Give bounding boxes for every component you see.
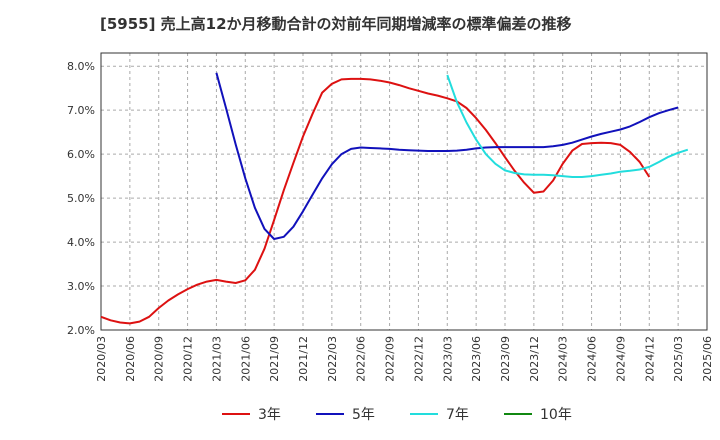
y-tick-label: 4.0% [67, 236, 95, 249]
y-tick-label: 5.0% [67, 192, 95, 205]
x-tick-label: 2025/06 [701, 336, 714, 382]
x-tick-label: 2023/12 [528, 336, 541, 382]
y-tick-label: 6.0% [67, 148, 95, 161]
x-tick-label: 2020/06 [124, 336, 137, 382]
series-line-3 [446, 74, 689, 178]
chart-title: [5955] 売上高12か月移動合計の対前年同期増減率の標準偏差の推移 [100, 15, 572, 33]
y-tick-label: 3.0% [67, 280, 95, 293]
x-tick-label: 2024/12 [643, 336, 656, 382]
series-line-1 [100, 77, 651, 325]
x-tick-label: 2021/09 [268, 336, 281, 382]
y-tick-label: 7.0% [67, 104, 95, 117]
x-tick-label: 2024/03 [557, 336, 570, 382]
series-line-2 [215, 72, 679, 240]
legend-label-3: 7年 [446, 407, 469, 423]
x-tick-label: 2020/09 [153, 336, 166, 382]
legend-label-2: 5年 [352, 407, 375, 423]
y-tick-label: 2.0% [67, 324, 95, 337]
y-tick-label: 8.0% [67, 60, 95, 73]
x-tick-label: 2022/12 [412, 336, 425, 382]
x-tick-label: 2024/09 [614, 336, 627, 382]
x-tick-label: 2023/09 [499, 336, 512, 382]
legend-label-1: 3年 [258, 407, 281, 423]
x-tick-label: 2021/06 [239, 336, 252, 382]
y-axis-ticks: 2.0% 3.0% 4.0% 5.0% 6.0% 7.0% 8.0% [67, 60, 95, 337]
plot-frame [100, 52, 708, 331]
x-tick-label: 2023/03 [441, 336, 454, 382]
x-tick-label: 2021/03 [210, 336, 223, 382]
x-tick-label: 2023/06 [470, 336, 483, 382]
x-tick-label: 2022/09 [384, 336, 397, 382]
x-axis-ticks: 2020/03 2020/06 2020/09 2020/12 2021/03 2021/… [95, 336, 714, 382]
x-tick-label: 2025/03 [672, 336, 685, 382]
x-tick-label: 2022/03 [326, 336, 339, 382]
x-tick-label: 2021/12 [297, 336, 310, 382]
legend: 3年 5年 7年 10年 [222, 407, 572, 423]
x-tick-label: 2022/06 [355, 336, 368, 382]
legend-label-4: 10年 [540, 407, 572, 423]
x-tick-label: 2020/12 [182, 336, 195, 382]
x-tick-label: 2024/06 [586, 336, 599, 382]
series-lines [100, 72, 689, 325]
grid-lines [100, 53, 708, 331]
x-tick-label: 2020/03 [95, 336, 108, 382]
